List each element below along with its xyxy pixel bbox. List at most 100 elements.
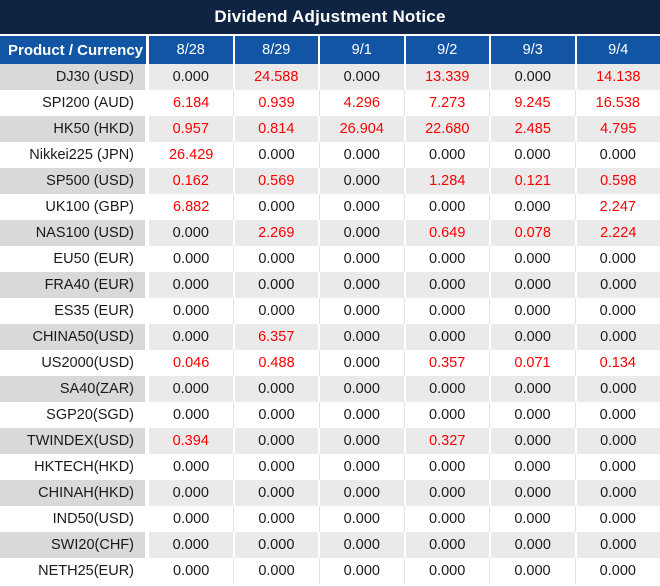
- value-cell: 0.000: [320, 220, 406, 246]
- table-row: CHINAH(HKD) 0.000 0.000 0.000 0.000 0.000 0.00…: [0, 480, 660, 506]
- value-cell: 0.000: [234, 194, 320, 220]
- value-cell: 0.000: [490, 454, 576, 480]
- value-cell: 0.488: [234, 350, 320, 376]
- value-cell: 0.000: [599, 511, 636, 527]
- product-cell: SP500 (USD): [0, 168, 149, 194]
- value-cell: 0.000: [320, 324, 406, 350]
- date-header: 9/2: [406, 36, 491, 64]
- table-row: EU50 (EUR) 0.000 0.000 0.000 0.000 0.000 0.000: [0, 246, 660, 272]
- value-cell: 0.000: [599, 147, 636, 163]
- table-row: UK100 (GBP) 6.882 0.000 0.000 0.000 0.000 2.24…: [0, 194, 660, 220]
- value-cell: 0.000: [149, 454, 235, 480]
- table-row: SA40(ZAR) 0.000 0.000 0.000 0.000 0.000 0.000: [0, 376, 660, 402]
- value-cell: 0.000: [405, 246, 491, 272]
- table-row: DJ30 (USD) 0.000 24.588 0.000 13.339 0.000 14.…: [0, 64, 660, 90]
- table-row: SP500 (USD) 0.162 0.569 0.000 1.284 0.121 0.59…: [0, 168, 660, 194]
- value-cell: 6.357: [235, 324, 320, 350]
- table-row: FRA40 (EUR) 0.000 0.000 0.000 0.000 0.000 0.00…: [0, 272, 660, 298]
- value-cell: 0.000: [600, 277, 637, 293]
- value-cell: 0.000: [491, 324, 577, 350]
- value-cell: 0.000: [320, 402, 405, 428]
- value-cell: 0.000: [405, 194, 491, 220]
- value-cell: 0.000: [149, 376, 235, 402]
- value-cell: 0.000: [600, 433, 637, 449]
- value-cell: 0.000: [234, 506, 320, 532]
- value-cell: 0.000: [149, 324, 235, 350]
- value-cell: 0.071: [490, 350, 576, 376]
- value-cell: 0.000: [320, 350, 405, 376]
- date-header: 8/29: [235, 36, 320, 64]
- value-cell: 0.000: [406, 532, 491, 558]
- date-header: 9/4: [608, 42, 629, 58]
- value-cell: 0.000: [490, 506, 576, 532]
- value-cell: 0.000: [149, 298, 235, 324]
- product-cell: CHINAH(HKD): [0, 480, 149, 506]
- value-cell: 0.000: [235, 532, 320, 558]
- value-cell: 0.000: [405, 454, 491, 480]
- value-cell: 0.000: [599, 303, 636, 319]
- value-cell: 6.882: [149, 194, 235, 220]
- table-row: US2000(USD) 0.046 0.488 0.000 0.357 0.071 0.13…: [0, 350, 660, 376]
- date-header: 9/1: [320, 36, 406, 64]
- product-cell: FRA40 (EUR): [0, 272, 149, 298]
- product-cell: EU50 (EUR): [0, 246, 149, 272]
- value-cell: 2.224: [600, 225, 637, 241]
- value-cell: 0.000: [149, 64, 235, 90]
- date-header: 8/28: [149, 36, 235, 64]
- value-cell: 0.000: [234, 402, 320, 428]
- value-cell: 0.000: [600, 485, 637, 501]
- value-cell: 0.000: [490, 558, 576, 584]
- value-cell: 0.000: [320, 454, 405, 480]
- value-cell: 0.000: [406, 272, 491, 298]
- value-cell: 0.000: [149, 558, 235, 584]
- value-cell: 6.184: [149, 90, 235, 116]
- product-cell: DJ30 (USD): [0, 64, 149, 90]
- value-cell: 16.538: [595, 95, 640, 111]
- value-cell: 0.957: [149, 116, 235, 142]
- value-cell: 0.162: [149, 168, 235, 194]
- product-cell: SGP20(SGD): [0, 402, 149, 428]
- value-cell: 13.339: [406, 64, 491, 90]
- value-cell: 0.000: [491, 480, 577, 506]
- product-cell: ES35 (EUR): [0, 298, 149, 324]
- value-cell: 0.000: [406, 324, 491, 350]
- value-cell: 0.000: [320, 480, 406, 506]
- value-cell: 0.000: [320, 246, 405, 272]
- value-cell: 2.247: [599, 199, 636, 215]
- value-cell: 0.000: [149, 246, 235, 272]
- value-cell: 0.000: [491, 272, 577, 298]
- table-body: DJ30 (USD) 0.000 24.588 0.000 13.339 0.000 14.…: [0, 64, 660, 584]
- table-row: SWI20(CHF) 0.000 0.000 0.000 0.000 0.000 0.000: [0, 532, 660, 558]
- value-cell: 0.000: [320, 376, 406, 402]
- value-cell: 0.000: [235, 272, 320, 298]
- value-cell: 0.394: [149, 428, 235, 454]
- value-cell: 0.000: [320, 142, 405, 168]
- value-cell: 0.000: [235, 480, 320, 506]
- value-cell: 0.000: [599, 251, 636, 267]
- value-cell: 9.245: [490, 90, 576, 116]
- table-row: Nikkei225 (JPN) 26.429 0.000 0.000 0.000 0.00…: [0, 142, 660, 168]
- table-row: ES35 (EUR) 0.000 0.000 0.000 0.000 0.000 0.000: [0, 298, 660, 324]
- value-cell: 0.000: [599, 563, 636, 579]
- table-row: HKTECH(HKD) 0.000 0.000 0.000 0.000 0.000 0.00…: [0, 454, 660, 480]
- value-cell: 22.680: [406, 116, 491, 142]
- value-cell: 0.000: [320, 194, 405, 220]
- value-cell: 0.000: [320, 298, 405, 324]
- value-cell: 0.000: [320, 428, 406, 454]
- value-cell: 0.000: [320, 272, 406, 298]
- value-cell: 0.000: [149, 272, 235, 298]
- value-cell: 0.000: [405, 402, 491, 428]
- product-cell: UK100 (GBP): [0, 194, 149, 220]
- value-cell: 0.000: [405, 298, 491, 324]
- value-cell: 0.078: [491, 220, 577, 246]
- value-cell: 0.000: [491, 376, 577, 402]
- header-row: Product / Currency 8/28 8/29 9/1 9/2 9/3 9/4: [0, 36, 660, 64]
- product-cell: NAS100 (USD): [0, 220, 149, 246]
- value-cell: 0.000: [234, 558, 320, 584]
- value-cell: 0.000: [234, 454, 320, 480]
- value-cell: 0.121: [491, 168, 577, 194]
- value-cell: 0.000: [149, 402, 235, 428]
- value-cell: 0.000: [600, 537, 637, 553]
- value-cell: 0.000: [320, 532, 406, 558]
- product-cell: NETH25(EUR): [0, 558, 149, 584]
